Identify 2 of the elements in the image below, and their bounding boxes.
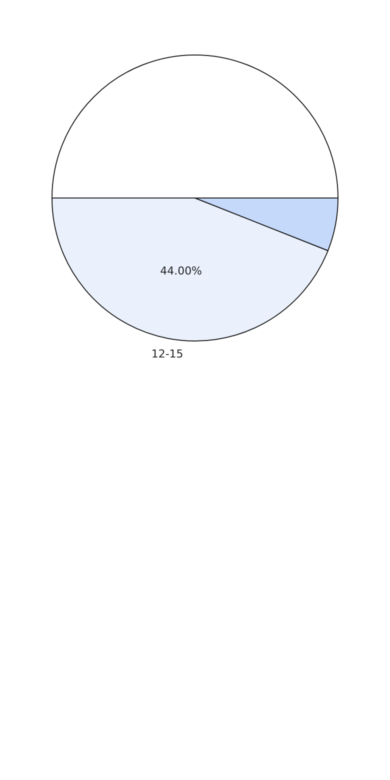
data-label: 44.00%: [160, 264, 202, 278]
slice-label: 12-15: [151, 347, 184, 360]
